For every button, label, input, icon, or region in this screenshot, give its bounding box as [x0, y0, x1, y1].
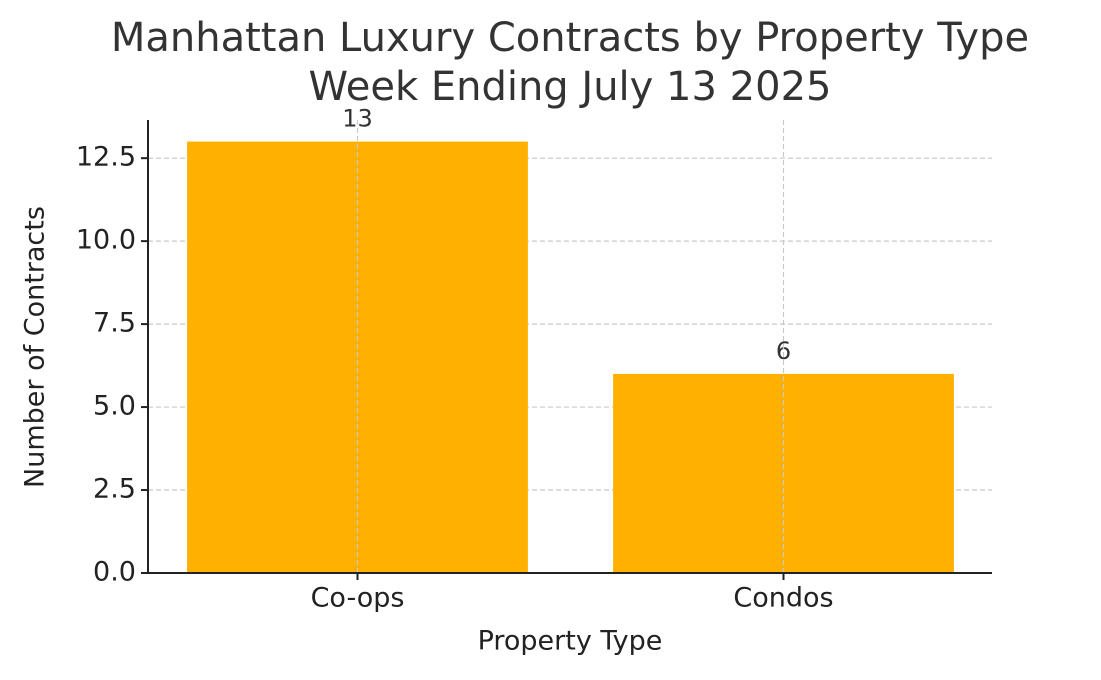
y-tick-label: 2.5 — [93, 474, 136, 505]
y-tick-label: 5.0 — [93, 391, 136, 422]
y-tick-label: 10.0 — [76, 225, 136, 256]
x-tick-label: Co-ops — [311, 583, 405, 614]
value-label: 13 — [342, 105, 373, 133]
y-tick-label: 7.5 — [93, 308, 136, 339]
x-axis-label: Property Type — [478, 626, 663, 657]
x-tick-label: Condos — [733, 583, 833, 614]
chart-subtitle: Week Ending July 13 2025 — [309, 64, 832, 110]
chart-title: Manhattan Luxury Contracts by Property T… — [111, 15, 1029, 61]
y-axis-label: Number of Contracts — [20, 206, 51, 488]
bar — [187, 141, 528, 574]
value-label: 6 — [776, 337, 791, 365]
y-tick-label: 12.5 — [76, 142, 136, 173]
y-tick-label: 0.0 — [93, 557, 136, 588]
